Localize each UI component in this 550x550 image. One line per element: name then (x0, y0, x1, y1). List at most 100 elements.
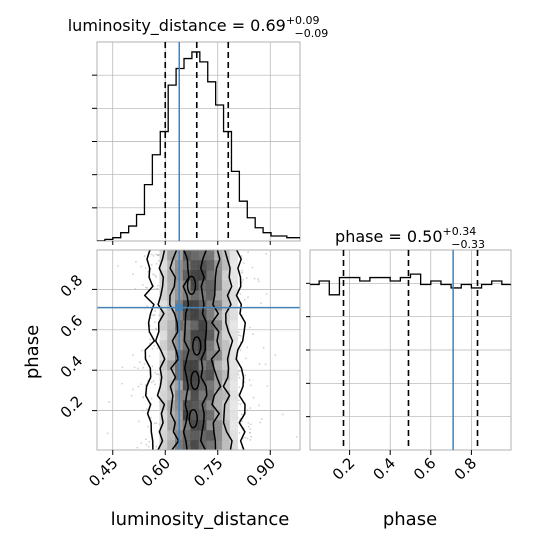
density-cell (206, 300, 215, 311)
sample-point (155, 422, 158, 425)
sample-point (155, 275, 157, 278)
density-cell (214, 350, 223, 361)
density-cell (214, 290, 223, 301)
density-cell (214, 430, 223, 441)
contour-line (169, 250, 180, 450)
sample-point (152, 314, 155, 317)
x-tick-label: 0.75 (190, 454, 226, 490)
density-cell (206, 370, 215, 381)
density-cell (206, 400, 215, 411)
density-cell (221, 370, 231, 381)
density-cell (167, 320, 176, 331)
density-cell (214, 300, 223, 311)
density-cell (182, 430, 192, 441)
sample-point (238, 376, 241, 379)
sample-point (239, 292, 242, 295)
sample-point (145, 443, 148, 446)
sample-point (253, 277, 256, 280)
density-cell (229, 430, 238, 441)
sample-point (158, 260, 160, 262)
density-cell (190, 420, 199, 431)
sample-point (245, 277, 248, 279)
density-cell (214, 380, 223, 391)
sample-point (144, 438, 147, 441)
sample-point (237, 331, 240, 334)
density-cell (221, 280, 231, 291)
sample-point (249, 431, 251, 434)
density-cell (221, 380, 231, 391)
density-cell (229, 280, 238, 291)
density-cell (206, 440, 215, 450)
density-cell (159, 260, 168, 271)
sample-point (243, 381, 246, 384)
density-cell (214, 420, 223, 431)
sample-point (265, 252, 268, 255)
density-cell (182, 250, 192, 261)
density-cell (206, 340, 215, 351)
density-cell (206, 350, 215, 361)
density-cell (167, 350, 176, 361)
density-cell (229, 320, 238, 331)
density-cell (167, 280, 176, 291)
density-cell (190, 430, 199, 441)
density-cell (182, 380, 192, 391)
sample-point (150, 381, 153, 384)
density-cell (206, 250, 215, 261)
density-cell (198, 410, 207, 421)
density-cell (159, 360, 168, 371)
sample-point (247, 425, 250, 428)
sample-point (244, 357, 247, 360)
sample-point (244, 436, 247, 439)
sample-point (150, 397, 153, 400)
density-cell (206, 290, 215, 301)
sample-point (108, 401, 111, 403)
sample-point (251, 266, 254, 269)
density-cell (190, 410, 199, 421)
sample-point (239, 349, 242, 352)
density-cell (159, 300, 168, 311)
density-cell (167, 430, 176, 441)
sample-point (140, 383, 142, 386)
density-cell (229, 370, 238, 381)
sample-point (153, 422, 156, 425)
density-cell (214, 280, 223, 291)
density-cell (198, 390, 207, 401)
y-tick-label: 0.8 (57, 271, 87, 301)
density-cell (167, 440, 176, 450)
x-axis-label-luminosity-distance: luminosity_distance (111, 509, 290, 530)
sample-point (158, 314, 160, 317)
density-cell (221, 350, 231, 361)
sample-point (148, 355, 151, 358)
sample-point (141, 349, 143, 352)
density-cell (159, 430, 168, 441)
density-cell (190, 260, 199, 271)
density-cell (221, 360, 231, 371)
contour-line (200, 250, 208, 450)
density-cell (190, 250, 199, 261)
density-cell (190, 270, 199, 281)
density-cell (198, 280, 207, 291)
sample-point (154, 383, 156, 386)
sample-point (157, 373, 160, 376)
phase-title: phase = 0.50+0.34 −0.33 (335, 225, 485, 251)
density-cell (198, 260, 207, 271)
sample-point (146, 286, 149, 289)
sample-point (147, 445, 150, 448)
x-tick-label: 0.45 (85, 454, 121, 490)
sample-point (143, 255, 146, 257)
sample-point (264, 363, 267, 366)
sample-point (154, 274, 156, 277)
density-cell (182, 300, 192, 311)
density-cell (198, 300, 207, 311)
density-cell (159, 390, 168, 401)
density-cell (159, 270, 168, 281)
density-cell (206, 260, 215, 271)
density-cell (167, 390, 176, 401)
sample-point (157, 253, 160, 256)
sample-point (260, 302, 262, 305)
sample-point (238, 334, 240, 337)
density-cell (198, 380, 207, 391)
sample-point (249, 438, 252, 441)
density-cell (182, 360, 192, 371)
density-cell (182, 320, 192, 331)
